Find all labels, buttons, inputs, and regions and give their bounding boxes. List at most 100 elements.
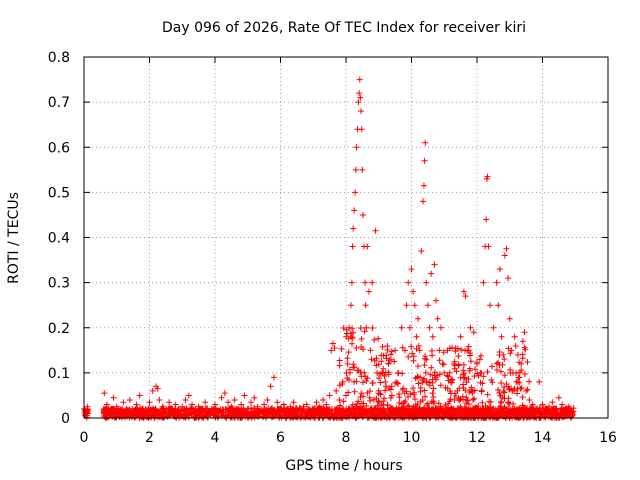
data-point <box>498 368 505 375</box>
data-point <box>251 405 258 412</box>
data-point <box>440 349 447 356</box>
data-point <box>220 412 227 419</box>
data-point <box>444 406 451 413</box>
data-point <box>429 376 436 383</box>
data-point <box>381 372 388 379</box>
data-point <box>331 345 338 352</box>
data-point <box>274 399 281 406</box>
data-point <box>149 406 156 413</box>
data-point <box>463 379 470 386</box>
data-point <box>149 387 156 394</box>
data-point <box>288 407 295 414</box>
data-point <box>344 360 351 367</box>
data-point <box>156 396 163 403</box>
data-point <box>431 261 438 268</box>
data-point <box>364 389 371 396</box>
data-point <box>511 385 518 392</box>
data-point <box>379 369 386 376</box>
data-point <box>293 414 300 421</box>
data-point <box>126 396 133 403</box>
data-point <box>322 410 329 417</box>
data-point <box>493 360 500 367</box>
data-point <box>172 401 179 408</box>
data-point <box>384 346 391 353</box>
data-point <box>521 371 528 378</box>
y-tick-label: 0.8 <box>48 50 70 66</box>
data-point <box>460 288 467 295</box>
data-point <box>401 347 408 354</box>
data-point <box>347 330 354 337</box>
data-point <box>306 408 313 415</box>
data-point <box>117 410 124 417</box>
data-point <box>564 411 571 418</box>
data-point <box>360 393 367 400</box>
data-point <box>373 355 380 362</box>
data-point <box>477 379 484 386</box>
data-point <box>437 382 444 389</box>
data-point <box>439 360 446 367</box>
data-point <box>336 382 343 389</box>
data-point <box>422 369 429 376</box>
data-point <box>457 403 464 410</box>
data-point <box>557 407 564 414</box>
data-point <box>159 403 166 410</box>
data-point <box>158 410 165 417</box>
data-point <box>351 207 358 214</box>
data-point <box>489 379 496 386</box>
data-point <box>414 374 421 381</box>
data-point <box>175 410 182 417</box>
data-point <box>400 385 407 392</box>
data-point <box>136 392 143 399</box>
data-point <box>444 412 451 419</box>
data-point <box>427 413 434 420</box>
data-point <box>487 302 494 309</box>
data-point <box>248 399 255 406</box>
grid-lines <box>84 57 608 418</box>
data-point <box>240 405 247 412</box>
data-point <box>257 408 264 415</box>
data-point <box>431 369 438 376</box>
data-point <box>445 373 452 380</box>
data-point <box>346 324 353 331</box>
data-point <box>424 379 431 386</box>
x-tick-label: 2 <box>145 430 154 446</box>
data-point <box>508 347 515 354</box>
data-point <box>510 411 517 418</box>
data-point <box>437 324 444 331</box>
data-point <box>195 403 202 410</box>
data-point <box>375 335 382 342</box>
data-point <box>340 398 347 405</box>
data-point <box>421 387 428 394</box>
data-point <box>151 406 158 413</box>
data-point <box>368 356 375 363</box>
data-point <box>101 411 108 418</box>
data-point <box>496 266 503 273</box>
data-point <box>147 407 154 414</box>
data-point <box>457 333 464 340</box>
data-point <box>247 411 254 418</box>
data-point <box>348 279 355 286</box>
data-point <box>427 371 434 378</box>
data-point <box>304 413 311 420</box>
x-tick-label: 8 <box>342 430 351 446</box>
data-point <box>410 357 417 364</box>
data-point <box>489 363 496 370</box>
data-point <box>395 369 402 376</box>
data-point <box>363 324 370 331</box>
data-point <box>496 390 503 397</box>
data-point <box>446 398 453 405</box>
x-tick-label: 0 <box>80 430 89 446</box>
data-point <box>529 401 536 408</box>
data-point <box>519 394 526 401</box>
data-point <box>552 405 559 412</box>
data-point <box>199 414 206 421</box>
data-point <box>293 405 300 412</box>
data-point <box>225 399 232 406</box>
data-point <box>412 402 419 409</box>
data-point <box>332 410 339 417</box>
data-point <box>358 335 365 342</box>
data-point <box>280 401 287 408</box>
data-point <box>524 359 531 366</box>
data-point <box>343 392 349 399</box>
data-point <box>231 413 238 420</box>
